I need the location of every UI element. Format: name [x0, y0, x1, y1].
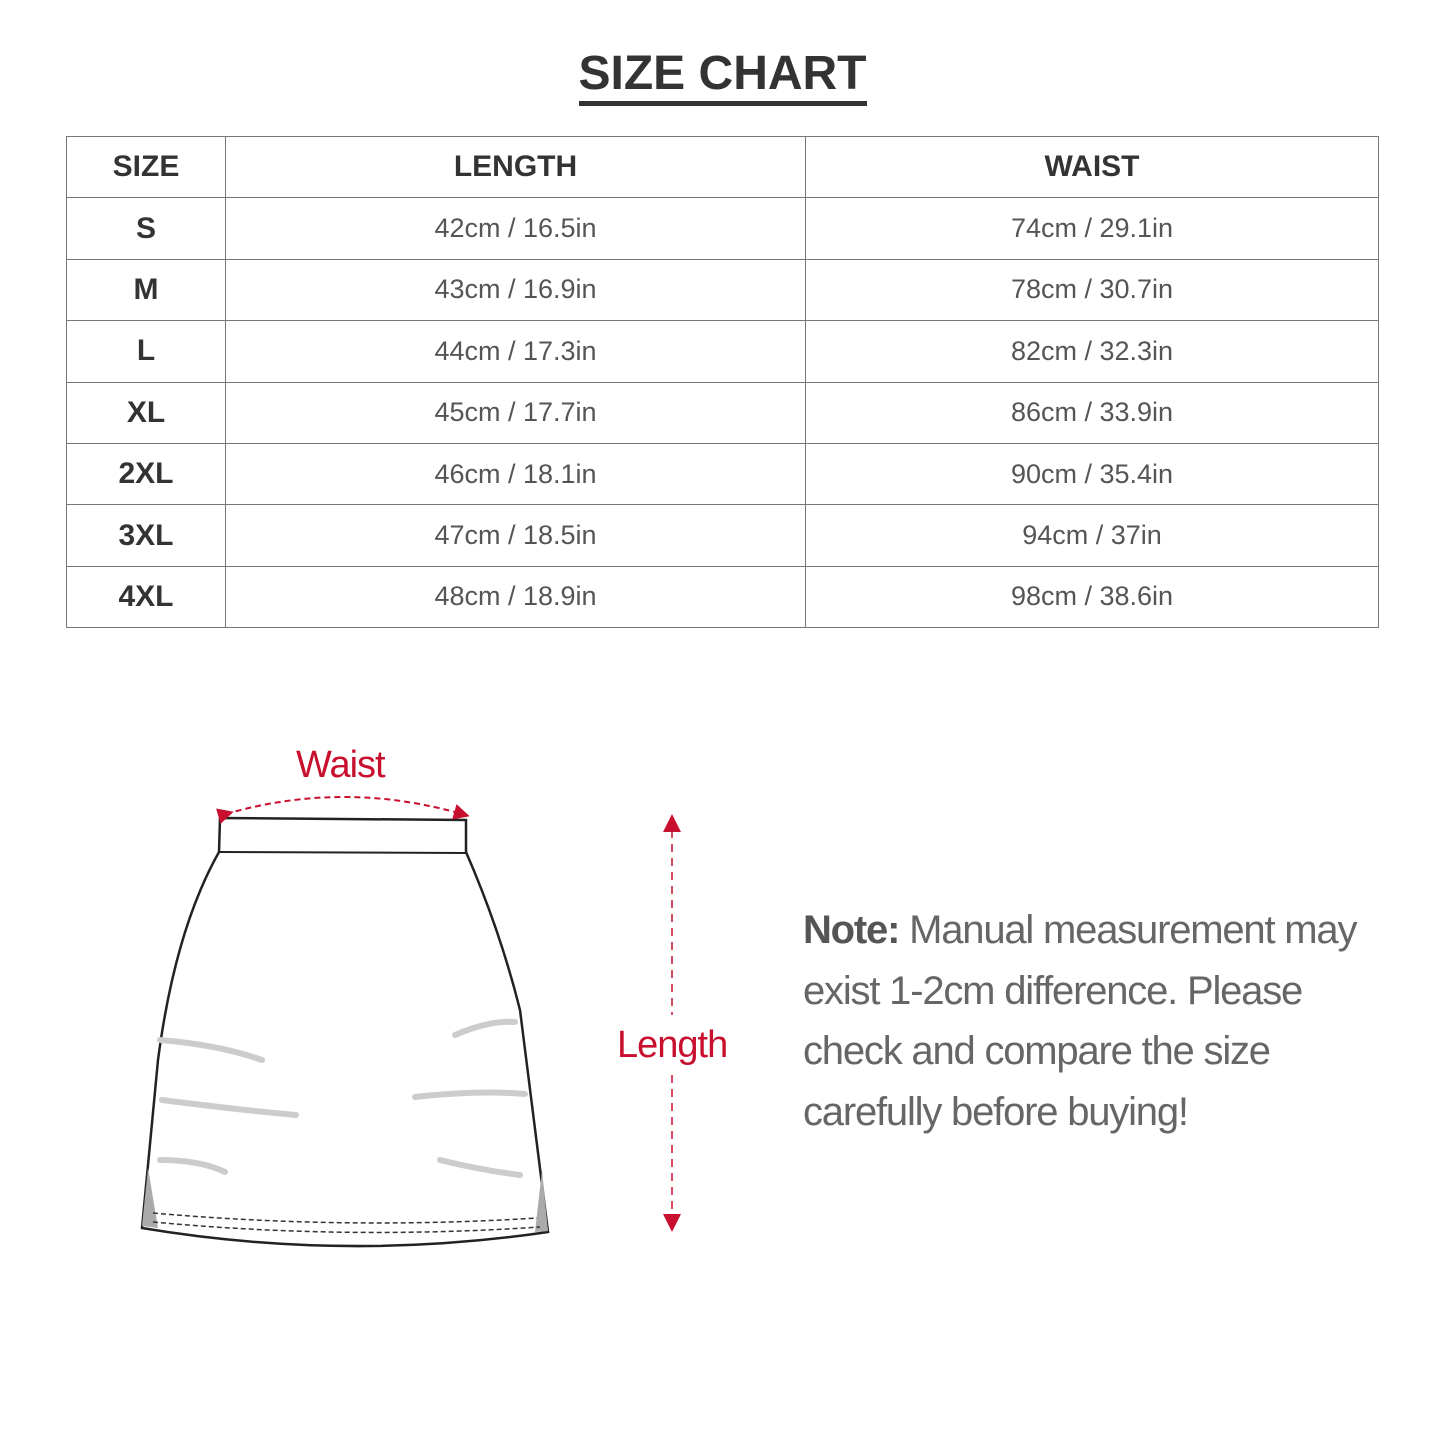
size-table: SIZE LENGTH WAIST S 42cm / 16.5in 74cm / 2… [66, 135, 1379, 629]
waist-label: Waist [296, 744, 386, 786]
skirt-drawing [140, 816, 550, 1248]
table-row: 4XL 48cm / 18.9in 98cm / 38.6in [66, 565, 1379, 629]
cell-waist: 78cm / 30.7in [805, 258, 1379, 322]
cell-waist: 94cm / 37in [805, 504, 1379, 567]
table-row: S 42cm / 16.5in 74cm / 29.1in [66, 197, 1379, 260]
arrow-up-icon [663, 814, 681, 832]
header-length: LENGTH [225, 135, 806, 199]
header-size: SIZE [66, 135, 226, 199]
note-label: Note: [803, 908, 900, 952]
cell-size: 3XL [66, 504, 226, 567]
arrow-down-icon [663, 1214, 681, 1232]
cell-length: 45cm / 17.7in [225, 381, 806, 444]
cell-size: 2XL [66, 442, 226, 506]
cell-length: 43cm / 16.9in [225, 258, 806, 322]
note-text: Manual measurement may exist 1-2cm diffe… [803, 908, 1357, 1134]
cell-length: 48cm / 18.9in [225, 565, 806, 629]
cell-waist: 90cm / 35.4in [805, 442, 1379, 506]
page-title: SIZE CHART [0, 46, 1445, 106]
cell-size: L [66, 320, 226, 383]
table-row: L 44cm / 17.3in 82cm / 32.3in [66, 320, 1379, 383]
cell-length: 46cm / 18.1in [225, 442, 806, 506]
header-waist: WAIST [805, 135, 1379, 199]
table-row: 2XL 46cm / 18.1in 90cm / 35.4in [66, 442, 1379, 506]
cell-size: XL [66, 381, 226, 444]
waist-arrow [216, 796, 470, 824]
table-row: XL 45cm / 17.7in 86cm / 33.9in [66, 381, 1379, 444]
table-row: M 43cm / 16.9in 78cm / 30.7in [66, 258, 1379, 322]
cell-size: 4XL [66, 565, 226, 629]
cell-waist: 98cm / 38.6in [805, 565, 1379, 629]
cell-waist: 74cm / 29.1in [805, 197, 1379, 260]
cell-waist: 82cm / 32.3in [805, 320, 1379, 383]
table-header-row: SIZE LENGTH WAIST [66, 135, 1379, 199]
cell-length: 42cm / 16.5in [225, 197, 806, 260]
cell-waist: 86cm / 33.9in [805, 381, 1379, 444]
note: Note: Manual measurement may exist 1-2cm… [803, 900, 1383, 1142]
length-label: Length [617, 1024, 728, 1066]
